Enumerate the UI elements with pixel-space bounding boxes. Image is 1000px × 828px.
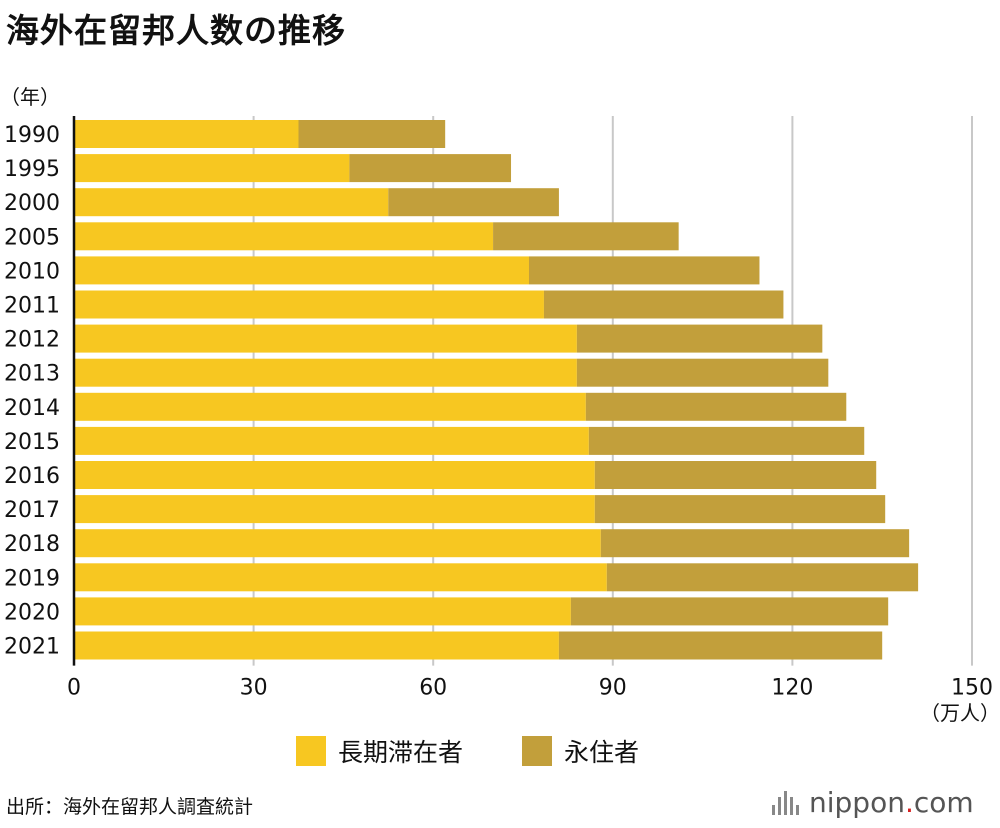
logo-bars-icon <box>772 790 799 815</box>
bar-2000-series-1 <box>388 188 559 217</box>
year-label-2018: 2018 <box>4 532 60 557</box>
year-label-2000: 2000 <box>4 191 60 216</box>
bar-2021-series-1 <box>558 631 883 660</box>
bar-2000-series-0 <box>74 188 389 217</box>
bar-2012-series-0 <box>74 324 577 353</box>
x-tick-90: 90 <box>599 676 627 701</box>
year-label-2005: 2005 <box>4 225 60 250</box>
year-label-2016: 2016 <box>4 464 60 489</box>
bar-2013-series-0 <box>74 358 577 387</box>
bar-2018-series-0 <box>74 529 601 558</box>
logo-name: nippon <box>809 786 905 819</box>
bar-2013-series-1 <box>576 358 829 387</box>
legend-label-permanent: 永住者 <box>564 738 639 767</box>
bars-group <box>72 116 919 666</box>
year-labels: 1990 1995 2000 2005 2010 2011 2012 2013 2014 2015… <box>4 123 60 660</box>
bar-2020-series-1 <box>570 597 889 626</box>
bar-1995-series-0 <box>74 154 350 183</box>
bar-2010-series-0 <box>74 256 529 285</box>
year-label-2011: 2011 <box>4 294 60 319</box>
chart-title: 海外在留邦人数の推移 <box>6 11 346 50</box>
year-label-1995: 1995 <box>4 157 60 182</box>
bar-2011-series-0 <box>74 290 544 319</box>
year-label-2013: 2013 <box>4 362 60 387</box>
year-label-2014: 2014 <box>4 396 60 421</box>
bar-2016-series-0 <box>74 461 595 489</box>
year-label-2019: 2019 <box>4 566 60 591</box>
year-label-1990: 1990 <box>4 123 60 148</box>
bar-2014-series-0 <box>74 392 586 421</box>
year-label-2012: 2012 <box>4 328 60 353</box>
x-tick-60: 60 <box>419 676 447 701</box>
bar-2015-series-0 <box>74 426 589 455</box>
bar-2021-series-0 <box>74 631 559 660</box>
legend: 長期滞在者 永住者 <box>296 736 639 767</box>
nippon-logo: nippon. com <box>772 786 974 819</box>
year-label-2021: 2021 <box>4 635 60 660</box>
year-label-2015: 2015 <box>4 430 60 455</box>
x-tick-120: 120 <box>771 676 813 701</box>
bar-1990-series-0 <box>74 120 299 148</box>
y-axis-unit-label: （年） <box>0 85 60 109</box>
bar-2015-series-1 <box>588 426 865 455</box>
x-tick-labels: 0 30 60 90 120 150 <box>67 676 993 701</box>
bar-1995-series-1 <box>349 154 512 183</box>
bar-2020-series-0 <box>74 597 571 626</box>
source-note: 出所：海外在留邦人調査統計 <box>6 796 254 818</box>
bar-2017-series-1 <box>594 495 886 524</box>
logo-dot: . <box>904 786 914 819</box>
legend-swatch-long-term <box>296 736 326 766</box>
bar-2018-series-1 <box>600 529 910 558</box>
logo-tld: com <box>913 786 974 819</box>
legend-swatch-permanent <box>522 736 552 766</box>
bar-2011-series-1 <box>543 290 784 319</box>
year-label-2010: 2010 <box>4 259 60 284</box>
bar-2019-series-0 <box>74 563 607 592</box>
x-axis-unit-label: （万人） <box>920 701 1000 725</box>
bar-2019-series-1 <box>606 563 919 592</box>
x-tick-30: 30 <box>240 676 268 701</box>
legend-label-long-term: 長期滞在者 <box>338 738 463 767</box>
bar-2012-series-1 <box>576 324 823 353</box>
year-label-2020: 2020 <box>4 600 60 625</box>
bar-1990-series-1 <box>298 120 446 148</box>
bar-2005-series-1 <box>493 222 679 251</box>
x-tick-0: 0 <box>67 676 81 701</box>
year-label-2017: 2017 <box>4 498 60 523</box>
bar-2005-series-0 <box>74 222 494 251</box>
x-tick-150: 150 <box>951 676 993 701</box>
bar-2014-series-1 <box>585 392 847 421</box>
stacked-bar-chart: （年） 1990 1995 2000 2005 2010 2011 2012 2013 2014… <box>0 85 1000 767</box>
bar-2010-series-1 <box>528 256 760 285</box>
bar-2016-series-1 <box>594 461 877 489</box>
bar-2017-series-0 <box>74 495 595 524</box>
